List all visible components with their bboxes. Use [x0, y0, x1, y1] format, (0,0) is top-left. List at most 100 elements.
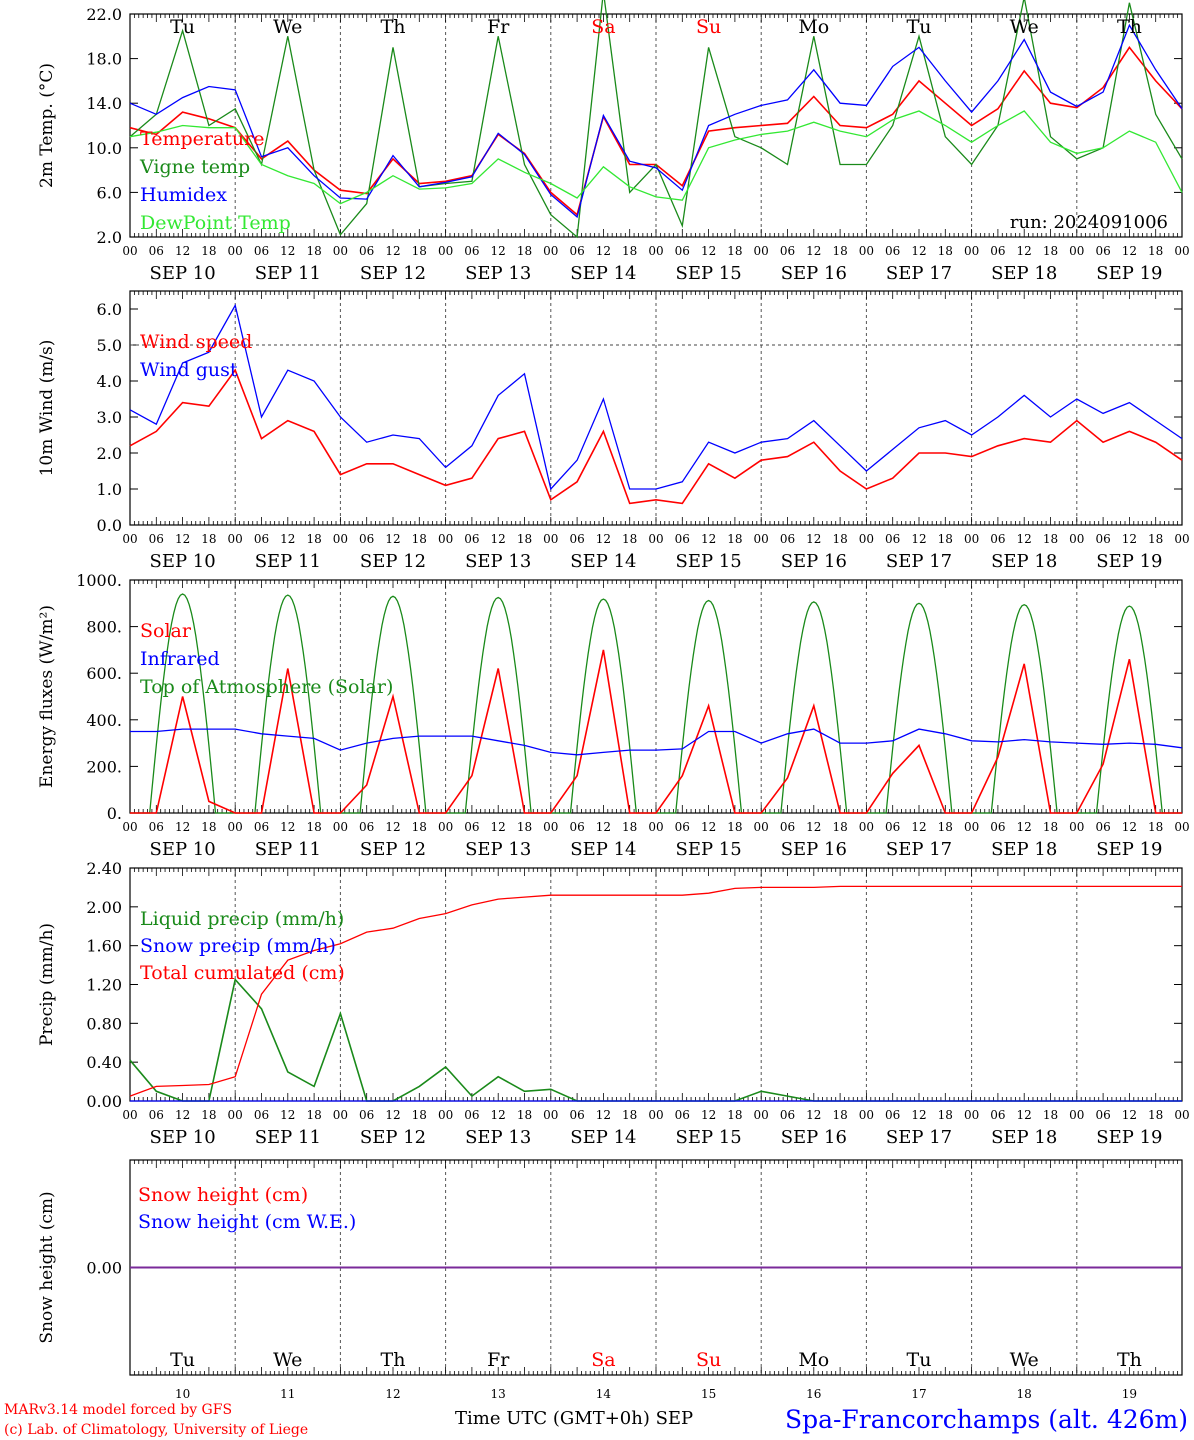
y-axis-label: 10m Wind (m/s)	[37, 340, 57, 477]
hour-tick-label: 12	[596, 820, 611, 834]
y-tick-label: 2.0	[97, 228, 122, 247]
hour-tick-label: 18	[412, 820, 427, 834]
y-tick-label: 6.0	[97, 183, 122, 202]
hour-tick-label: 12	[175, 820, 190, 834]
date-label: SEP 13	[465, 263, 531, 284]
y-tick-label: 22.0	[86, 5, 122, 24]
hour-tick-label: 18	[622, 820, 637, 834]
y-tick-label: 800.	[86, 618, 122, 637]
y-tick-label: 14.0	[86, 94, 122, 113]
hour-tick-label: 00	[543, 820, 558, 834]
weekday-label: Su	[696, 16, 721, 38]
day-number-label: 14	[596, 1387, 612, 1401]
hour-tick-label: 00	[1069, 820, 1084, 834]
date-label: SEP 16	[781, 1127, 847, 1148]
legend-entry: Snow precip (mm/h)	[140, 935, 336, 957]
hour-tick-label: 06	[780, 532, 795, 546]
chart-panel-1: 2.0 6.0 10.0 14.0 18.0 22.0 2m Temp. (°C) Tempe…	[37, 0, 1190, 284]
y-axis-label: Energy fluxes (W/m²)	[37, 605, 57, 788]
date-label: SEP 11	[255, 263, 321, 284]
hour-tick-label: 00	[122, 244, 137, 258]
y-tick-label: 18.0	[86, 50, 122, 69]
hour-tick-label: 06	[149, 820, 164, 834]
day-number-label: 11	[280, 1387, 295, 1401]
date-label: SEP 11	[255, 1127, 321, 1148]
hour-tick-label: 12	[1122, 244, 1137, 258]
date-label: SEP 14	[570, 839, 636, 860]
hour-tick-label: 00	[754, 820, 769, 834]
series-line-3	[129, 885, 1182, 1097]
date-label: SEP 17	[886, 551, 952, 572]
hour-tick-label: 18	[1043, 532, 1058, 546]
y-tick-label: 0.00	[86, 1092, 122, 1111]
panel-frame-0	[129, 13, 1183, 238]
hour-tick-label: 12	[280, 820, 295, 834]
legend-entry: Temperature	[140, 128, 264, 150]
y-tick-label: 2.0	[97, 444, 122, 463]
hour-tick-label: 06	[254, 244, 269, 258]
hour-tick-label: 06	[1095, 532, 1110, 546]
y-tick-label: 2.40	[86, 859, 122, 878]
date-label: SEP 10	[149, 551, 215, 572]
hour-tick-label: 06	[675, 820, 690, 834]
date-label: SEP 18	[991, 839, 1057, 860]
hour-tick-label: 18	[306, 532, 321, 546]
hour-tick-label: 12	[491, 532, 506, 546]
hour-tick-label: 12	[491, 820, 506, 834]
hour-tick-label: 06	[359, 1108, 374, 1122]
legend-entry: DewPoint Temp	[140, 212, 291, 234]
hour-tick-label: 00	[1069, 244, 1084, 258]
hour-tick-label: 06	[254, 532, 269, 546]
hour-tick-label: 18	[832, 1108, 847, 1122]
hour-tick-label: 06	[464, 820, 479, 834]
hour-tick-label: 06	[990, 532, 1005, 546]
toa-solar-day	[340, 595, 446, 814]
toa-solar-day	[445, 596, 551, 814]
toa-solar-day	[550, 598, 656, 814]
hour-tick-label: 06	[464, 1108, 479, 1122]
hour-tick-label: 18	[1043, 1108, 1058, 1122]
hour-tick-label: 12	[175, 244, 190, 258]
hour-tick-label: 06	[1095, 244, 1110, 258]
weekday-label-bottom: Th	[1117, 1349, 1142, 1371]
hour-tick-label: 00	[648, 1108, 663, 1122]
date-label: SEP 14	[570, 1127, 636, 1148]
y-axis-label: Snow height (cm)	[37, 1191, 57, 1343]
hour-tick-label: 06	[359, 244, 374, 258]
station-title: Spa-Francorchamps (alt. 426m)	[785, 1405, 1188, 1434]
series-line-4	[129, 110, 1183, 205]
hour-tick-label: 06	[569, 532, 584, 546]
hour-tick-label: 06	[254, 820, 269, 834]
hour-tick-label: 18	[832, 532, 847, 546]
hour-tick-label: 00	[859, 1108, 874, 1122]
weekday-label-bottom: Tu	[170, 1349, 195, 1371]
hour-tick-label: 12	[175, 1108, 190, 1122]
date-label: SEP 19	[1096, 839, 1162, 860]
date-label: SEP 15	[675, 263, 741, 284]
series-line-1	[130, 649, 1182, 814]
legend-entry: Solar	[140, 620, 192, 642]
legend-entry: Wind gust	[140, 359, 238, 381]
weekday-label: Mo	[798, 16, 829, 38]
hour-tick-label: 00	[333, 532, 348, 546]
hour-tick-label: 12	[280, 1108, 295, 1122]
hour-tick-label: 00	[859, 532, 874, 546]
hour-tick-label: 18	[412, 1108, 427, 1122]
hour-tick-label: 12	[491, 1108, 506, 1122]
date-label: SEP 15	[675, 839, 741, 860]
date-label: SEP 12	[360, 263, 426, 284]
hour-tick-label: 12	[911, 244, 926, 258]
hour-tick-label: 00	[438, 1108, 453, 1122]
date-label: SEP 17	[886, 263, 952, 284]
hour-tick-label: 12	[491, 244, 506, 258]
hour-tick-label: 06	[464, 532, 479, 546]
hour-tick-label: 00	[228, 820, 243, 834]
toa-solar-day	[1076, 605, 1182, 814]
hour-tick-label: 12	[701, 820, 716, 834]
hour-tick-label: 00	[333, 244, 348, 258]
hour-tick-label: 06	[149, 244, 164, 258]
chart-panel-3: 0. 200. 400. 600. 800. 1000. Energy fluxes (W/…	[37, 571, 1190, 860]
hour-tick-label: 12	[1122, 820, 1137, 834]
hour-tick-label: 12	[175, 532, 190, 546]
model-credit-line1: MARv3.14 model forced by GFS	[4, 1402, 232, 1418]
